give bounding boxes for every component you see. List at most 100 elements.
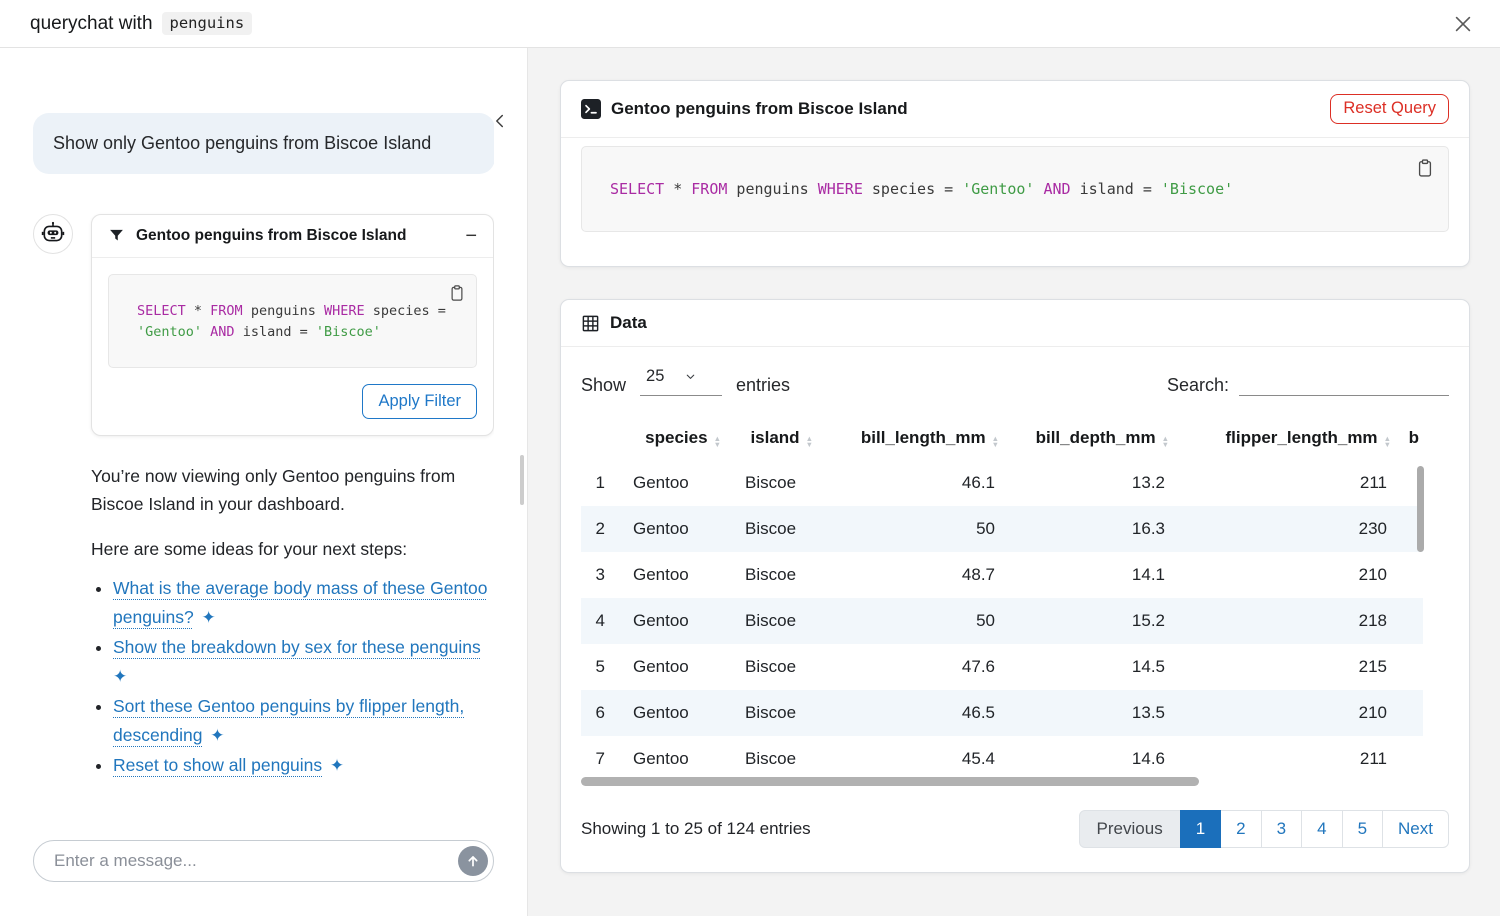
suggestion-list: What is the average body mass of these G… bbox=[91, 574, 491, 780]
sparkle-icon: ✦ bbox=[205, 725, 225, 745]
table-cell: 50 bbox=[976, 611, 995, 630]
column-header-bill_length_mm[interactable]: bill_length_mm ▲ ▼ bbox=[860, 428, 999, 449]
sidebar-collapse-icon[interactable] bbox=[489, 110, 511, 137]
up-arrow-icon bbox=[468, 856, 478, 867]
table-cell: 47.6 bbox=[961, 657, 995, 676]
table-cell: 6 bbox=[595, 703, 605, 722]
table-cell: Gentoo bbox=[633, 519, 689, 538]
page-button-next[interactable]: Next bbox=[1382, 810, 1449, 848]
sql-query-text: SELECT * FROM penguins WHERE species = '… bbox=[610, 180, 1234, 198]
data-card: Data Show 25 entries Search: bbox=[560, 299, 1470, 873]
table-cell: 14.5 bbox=[1131, 657, 1165, 676]
table-row: 2 Gentoo Biscoe 50 16.3 230 bbox=[581, 506, 1423, 552]
page-button-1[interactable]: 1 bbox=[1179, 810, 1222, 848]
app-title-text: querychat with bbox=[30, 12, 153, 34]
pagination: Previous 1 2 3 4 5 Next bbox=[1078, 810, 1449, 848]
page-button-4[interactable]: 4 bbox=[1301, 810, 1343, 848]
suggestion-item: Show the breakdown by sex for these peng… bbox=[113, 633, 491, 691]
suggestion-link[interactable]: Sort these Gentoo penguins by flipper le… bbox=[113, 695, 465, 745]
table-cell bbox=[1395, 690, 1423, 736]
sql-code-block: SELECT * FROM penguins WHERE species = '… bbox=[108, 273, 477, 368]
collapse-card-icon[interactable]: − bbox=[465, 224, 477, 247]
sql-query-text: SELECT * FROM penguins WHERE species = '… bbox=[137, 302, 446, 340]
show-label: Show bbox=[581, 375, 627, 395]
table-cell: Biscoe bbox=[745, 519, 797, 538]
column-header-species[interactable]: species ▲ ▼ bbox=[645, 428, 721, 449]
copy-icon[interactable] bbox=[1415, 158, 1435, 182]
table-header-row: species ▲ ▼ island ▲ ▼ bill_length_mm ▲ ▼ bill_de… bbox=[581, 422, 1423, 460]
table-cell bbox=[1395, 552, 1423, 598]
table-cell: Gentoo bbox=[633, 611, 689, 630]
table-cell: 4 bbox=[595, 611, 605, 630]
filter-suggestion-card: Gentoo penguins from Biscoe Island − SEL… bbox=[91, 213, 494, 436]
table-cell: Biscoe bbox=[745, 473, 797, 492]
table-cell: 15.2 bbox=[1131, 611, 1165, 630]
terminal-icon bbox=[581, 99, 601, 119]
table-cell bbox=[1395, 598, 1423, 644]
table-horizontal-scrollbar[interactable] bbox=[581, 777, 1199, 786]
message-input[interactable] bbox=[33, 840, 494, 882]
table-vertical-scrollbar[interactable] bbox=[1417, 466, 1424, 552]
search-input[interactable] bbox=[1239, 367, 1449, 396]
copy-icon[interactable] bbox=[448, 284, 466, 309]
chat-message-area[interactable]: Show only Gentoo penguins from Biscoe Is… bbox=[33, 48, 494, 830]
app-title: querychat with penguins bbox=[30, 12, 253, 35]
query-card: Gentoo penguins from Biscoe Island Reset… bbox=[560, 80, 1470, 267]
table-cell: 48.7 bbox=[961, 565, 995, 584]
table-cell: 16.3 bbox=[1131, 519, 1165, 538]
top-bar: querychat with penguins bbox=[0, 0, 1500, 48]
table-viewport: species ▲ ▼ island ▲ ▼ bill_length_mm ▲ ▼ bill_de… bbox=[581, 422, 1449, 788]
close-icon[interactable] bbox=[1448, 9, 1478, 39]
column-header-island[interactable]: island ▲ ▼ bbox=[750, 428, 813, 449]
column-header-b: b bbox=[1408, 428, 1419, 447]
table-row: 7 Gentoo Biscoe 45.4 14.6 211 bbox=[581, 736, 1423, 782]
table-cell: Biscoe bbox=[745, 749, 797, 768]
table-cell: Biscoe bbox=[745, 657, 797, 676]
table-cell: 210 bbox=[1358, 703, 1387, 722]
suggestion-link[interactable]: What is the average body mass of these G… bbox=[113, 577, 488, 627]
sidebar-scrollbar[interactable] bbox=[520, 455, 524, 505]
column-header-flipper_length_mm[interactable]: flipper_length_mm ▲ ▼ bbox=[1225, 428, 1391, 449]
table-cell: Gentoo bbox=[633, 473, 689, 492]
table-cell: 3 bbox=[595, 565, 605, 584]
table-cell: 13.5 bbox=[1131, 703, 1165, 722]
user-message: Show only Gentoo penguins from Biscoe Is… bbox=[33, 113, 494, 174]
table-cell: Biscoe bbox=[745, 565, 797, 584]
table-cell: Gentoo bbox=[633, 657, 689, 676]
page-button-3[interactable]: 3 bbox=[1260, 810, 1303, 848]
apply-filter-button[interactable]: Apply Filter bbox=[362, 383, 477, 419]
table-row: 6 Gentoo Biscoe 46.5 13.5 210 bbox=[581, 690, 1423, 736]
table-row: 1 Gentoo Biscoe 46.1 13.2 211 bbox=[581, 460, 1423, 506]
dataset-name-chip: penguins bbox=[161, 12, 253, 35]
table-icon bbox=[582, 315, 599, 331]
sparkle-icon: ✦ bbox=[196, 607, 216, 627]
table-cell: 1 bbox=[595, 473, 605, 492]
table-row: 5 Gentoo Biscoe 47.6 14.5 215 bbox=[581, 644, 1423, 690]
suggestion-item: Reset to show all penguins ✦ bbox=[113, 751, 491, 780]
page-button-2[interactable]: 2 bbox=[1220, 810, 1262, 848]
filter-card-title: Gentoo penguins from Biscoe Island bbox=[136, 226, 407, 244]
robot-icon bbox=[41, 221, 65, 242]
column-header-bill_depth_mm[interactable]: bill_depth_mm ▲ ▼ bbox=[1035, 428, 1169, 449]
table-cell: 14.6 bbox=[1131, 749, 1165, 768]
table-cell bbox=[1395, 644, 1423, 690]
table-cell: 14.1 bbox=[1131, 565, 1165, 584]
page-button-previous: Previous bbox=[1078, 810, 1181, 848]
column-header-index bbox=[581, 422, 613, 460]
table-cell: 7 bbox=[595, 749, 605, 768]
table-cell: 46.1 bbox=[961, 473, 995, 492]
table-row: 3 Gentoo Biscoe 48.7 14.1 210 bbox=[581, 552, 1423, 598]
reset-query-button[interactable]: Reset Query bbox=[1330, 94, 1449, 124]
table-cell: Biscoe bbox=[745, 611, 797, 630]
suggestion-link[interactable]: Reset to show all penguins bbox=[113, 754, 323, 775]
table-cell: 215 bbox=[1358, 657, 1387, 676]
page-button-5[interactable]: 5 bbox=[1341, 810, 1384, 848]
send-button[interactable] bbox=[458, 846, 488, 876]
suggestion-link[interactable]: Show the breakdown by sex for these peng… bbox=[113, 636, 481, 657]
search-label: Search: bbox=[1166, 375, 1229, 395]
filter-icon bbox=[110, 230, 123, 241]
table-cell: 50 bbox=[976, 519, 995, 538]
page-length-select[interactable]: 25 bbox=[640, 367, 723, 396]
table-cell: 5 bbox=[595, 657, 605, 676]
ideas-intro-text: Here are some ideas for your next steps: bbox=[91, 538, 408, 559]
